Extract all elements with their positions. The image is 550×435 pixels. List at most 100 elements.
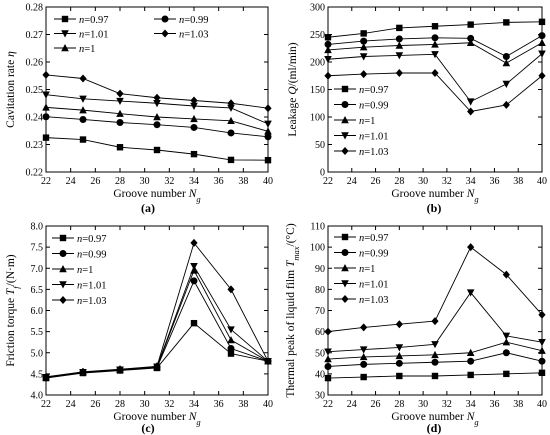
series-n101	[42, 91, 272, 128]
data-point	[431, 317, 439, 326]
data-point	[431, 23, 439, 30]
y-tick-label: 0.26	[26, 58, 44, 69]
series-n103	[42, 70, 272, 113]
data-point	[42, 70, 50, 79]
data-point	[190, 102, 198, 110]
data-point	[190, 277, 198, 285]
series-line	[45, 241, 269, 378]
x-tick-label: 34	[189, 399, 199, 410]
legend-marker	[341, 101, 349, 108]
series-n101	[324, 289, 546, 356]
legend: n=0.97 n=0.99 n=1 n=1.01 n=1.03	[334, 233, 389, 306]
x-axis-label: Groove number Ng	[113, 188, 200, 204]
legend-label: n=0.97	[359, 85, 389, 96]
x-tick-label: 22	[41, 399, 51, 410]
data-point	[395, 320, 403, 329]
data-point	[359, 53, 368, 61]
legend-marker	[161, 29, 169, 38]
x-tick-label: 28	[394, 399, 404, 410]
legend-label: n=0.97	[77, 234, 107, 245]
data-point	[190, 150, 198, 158]
data-point	[538, 346, 546, 354]
legend-label: n=0.99	[359, 249, 389, 260]
data-point	[116, 144, 124, 151]
legend-label: n=1	[77, 265, 93, 276]
data-point	[227, 156, 235, 164]
data-point	[264, 127, 272, 135]
x-tick-label: 38	[238, 176, 248, 187]
data-point	[42, 103, 50, 111]
legend-marker	[161, 15, 169, 23]
y-tick-label: 4.0	[31, 391, 44, 402]
data-point	[79, 136, 87, 143]
data-point	[79, 115, 87, 123]
legend-marker	[59, 250, 67, 257]
y-tick-label: 0.24	[26, 113, 44, 124]
data-point	[360, 323, 368, 332]
legend-label: n=1.03	[359, 147, 389, 158]
legend-marker	[341, 233, 349, 241]
x-tick-label: 26	[90, 176, 100, 187]
legend-entry: n=1.01	[334, 280, 389, 291]
legend-label: n=0.99	[77, 250, 107, 261]
series-n1	[42, 103, 272, 135]
legend-marker	[341, 85, 349, 93]
x-tick-label: 26	[90, 399, 100, 410]
y-tick-label: 0.27	[26, 30, 44, 41]
data-point	[190, 123, 198, 131]
data-point	[360, 70, 368, 79]
y-tick-label: 0.23	[26, 140, 44, 151]
data-point	[395, 351, 404, 360]
y-tick-label: 250	[310, 30, 325, 41]
data-point	[360, 30, 367, 37]
legend-entry: n=0.97	[334, 85, 389, 96]
data-point	[324, 355, 332, 363]
x-tick-label: 40	[537, 176, 547, 187]
data-point	[431, 51, 439, 59]
x-tick-label: 34	[466, 399, 476, 410]
legend-marker	[59, 234, 67, 242]
legend-marker	[341, 147, 349, 155]
data-point	[153, 93, 161, 102]
data-point	[79, 74, 87, 83]
data-point	[538, 71, 546, 80]
x-tick-label: 40	[263, 176, 273, 187]
y-tick-label: 50	[315, 348, 325, 359]
legend-marker	[61, 44, 69, 52]
data-point	[431, 372, 439, 380]
data-point	[227, 285, 235, 294]
legend-marker	[341, 132, 349, 140]
data-point	[190, 319, 198, 327]
data-point	[324, 327, 332, 336]
data-point	[264, 133, 272, 141]
legend-entry: n=0.97	[54, 15, 109, 26]
data-point	[42, 91, 50, 99]
chart-panel-3: 22 24 26 28 30 32 34 36 38 40 4.0 4.5 5.0 5.5 6.0 6.5 7.…	[5, 222, 273, 428]
data-point	[395, 35, 403, 43]
data-point	[190, 238, 198, 247]
y-tick-label: 8.0	[31, 222, 44, 233]
legend-label: n=1.03	[359, 295, 389, 306]
data-point	[227, 104, 235, 112]
legend-entry: n=1	[334, 116, 375, 127]
data-point	[502, 338, 511, 346]
data-point	[538, 369, 546, 377]
data-point	[153, 113, 161, 121]
data-point	[467, 357, 475, 365]
series-n097	[324, 369, 546, 382]
data-point	[395, 69, 403, 77]
y-tick-label: 200	[310, 58, 325, 69]
legend-marker	[59, 281, 67, 289]
legend-entry: n=1.01	[52, 281, 107, 292]
data-point	[190, 114, 198, 123]
y-tick-label: 0.22	[26, 168, 44, 179]
y-tick-label: 110	[310, 222, 325, 233]
data-point	[79, 106, 87, 114]
legend-entry: n=0.97	[52, 234, 107, 245]
x-tick-label: 26	[371, 176, 381, 187]
legend-entry: n=1	[54, 44, 95, 55]
data-point	[116, 119, 124, 126]
data-point	[467, 243, 475, 252]
data-point	[502, 53, 510, 60]
